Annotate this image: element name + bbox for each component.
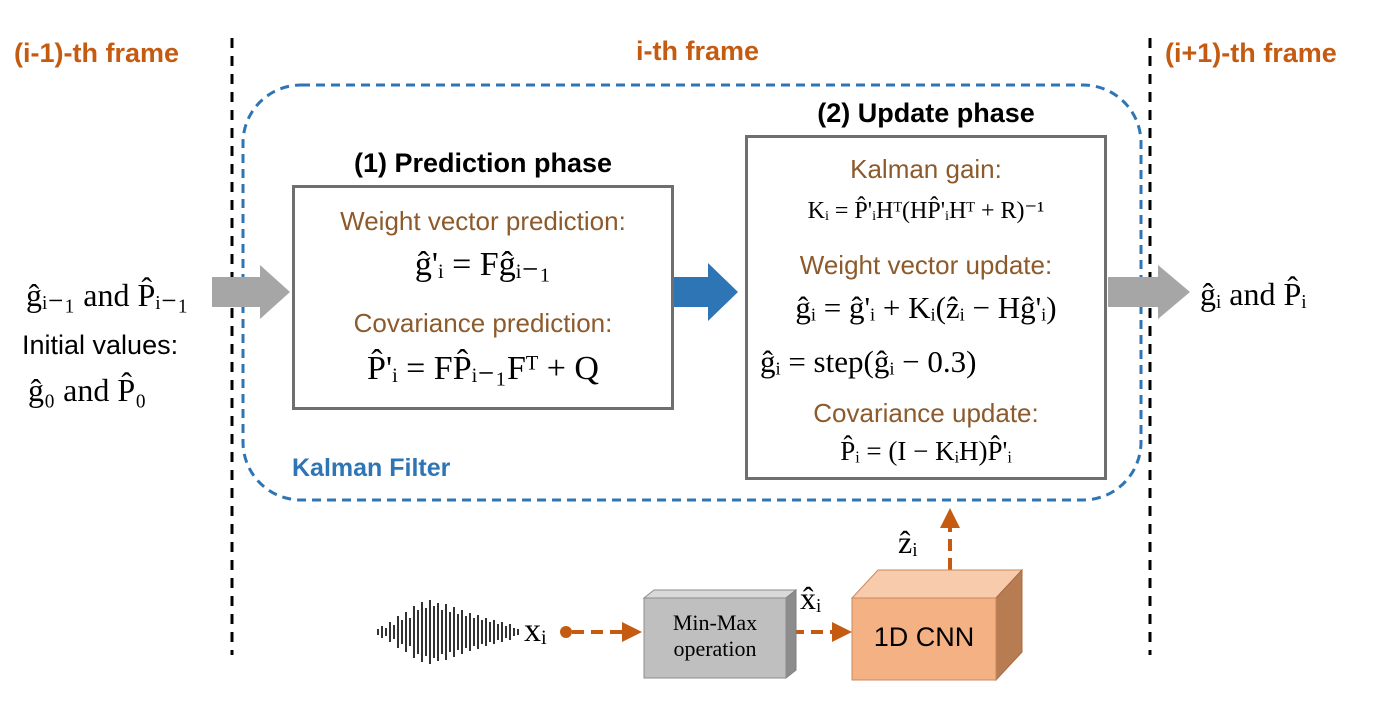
weight-update-equation: ĝᵢ = ĝ'ᵢ + Kᵢ(ẑᵢ − Hĝ'ᵢ) — [795, 290, 1057, 325]
output-estimates: ĝᵢ and P̂ᵢ — [1200, 276, 1307, 312]
initial-values-label: Initial values: — [22, 330, 179, 360]
frame-label-prev: (i-1)-th frame — [14, 38, 180, 68]
output-arrow — [1108, 265, 1190, 319]
initial-values-equation: ĝ₀ and P̂₀ — [28, 372, 147, 408]
signal-label: xᵢ — [524, 612, 547, 649]
covariance-update-equation: P̂ᵢ = (I − KᵢH)P̂'ᵢ — [840, 436, 1012, 466]
waveform-icon — [377, 600, 519, 664]
minmax-label-line2: operation — [673, 636, 757, 661]
prediction-phase-title: (1) Prediction phase — [353, 148, 613, 178]
minmax-label: Min-Max operation — [644, 610, 786, 662]
update-phase-box: Kalman gain: Kᵢ = P̂'ᵢHᵀ(HP̂'ᵢHᵀ + R)⁻¹ … — [745, 135, 1107, 480]
minmax-box — [642, 588, 798, 680]
kalman-filter-label: Kalman Filter — [292, 454, 451, 482]
kalman-gain-equation: Kᵢ = P̂'ᵢHᵀ(HP̂'ᵢHᵀ + R)⁻¹ — [807, 198, 1045, 224]
normalized-signal-label: x̂ᵢ — [800, 580, 822, 616]
weight-prediction-label: Weight vector prediction: — [340, 206, 626, 236]
phase-arrow — [672, 263, 738, 321]
kalman-gain-label: Kalman gain: — [850, 154, 1002, 184]
input-estimates: ĝᵢ₋₁ and P̂ᵢ₋₁ — [26, 277, 189, 313]
frame-label-current: i-th frame — [636, 36, 760, 66]
weight-prediction-equation: ĝ'ᵢ = Fĝᵢ₋₁ — [414, 246, 552, 283]
weight-update-label: Weight vector update: — [799, 250, 1053, 280]
covariance-update-label: Covariance update: — [813, 398, 1039, 428]
step-equation: ĝᵢ = step(ĝᵢ − 0.3) — [760, 344, 977, 379]
frame-label-next: (i+1)-th frame — [1165, 38, 1337, 68]
covariance-prediction-equation: P̂'ᵢ = FP̂ᵢ₋₁Fᵀ + Q — [367, 350, 599, 387]
cnn-output-label: ẑᵢ — [898, 524, 918, 560]
prediction-phase-box: Weight vector prediction: ĝ'ᵢ = Fĝᵢ₋₁ Co… — [292, 185, 674, 410]
cnn-box — [850, 568, 1024, 682]
signal-dot — [560, 626, 572, 638]
minmax-label-line1: Min-Max — [672, 610, 758, 635]
update-phase-title: (2) Update phase — [817, 98, 1035, 128]
cnn-label: 1D CNN — [873, 622, 975, 652]
covariance-prediction-label: Covariance prediction: — [353, 308, 613, 338]
input-arrow — [212, 265, 290, 319]
